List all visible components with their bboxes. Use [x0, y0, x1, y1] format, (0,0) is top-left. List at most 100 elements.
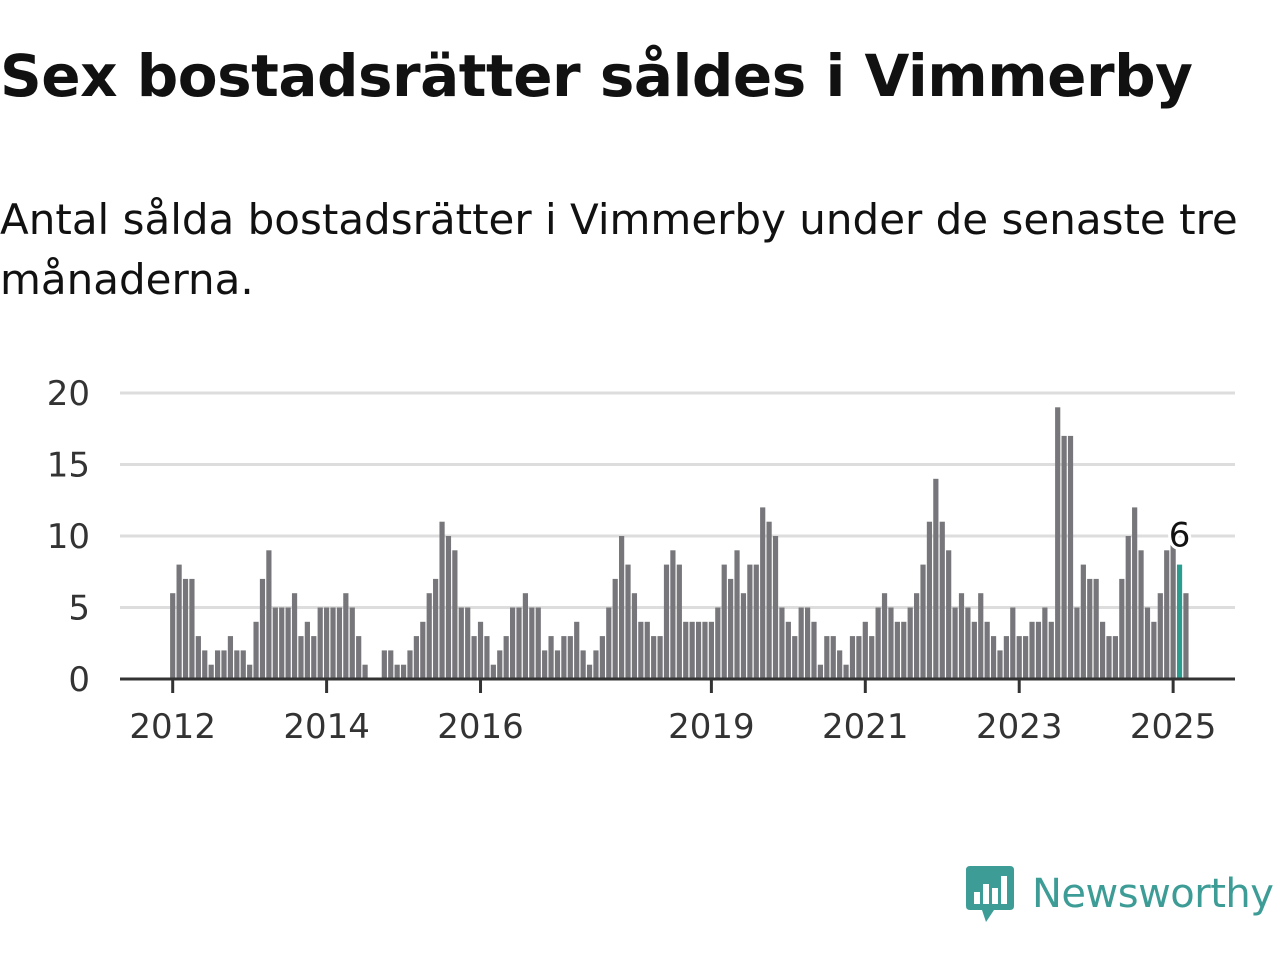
- bar: [888, 607, 894, 679]
- bar: [1067, 435, 1074, 679]
- bar: [548, 636, 554, 679]
- bar: [1029, 621, 1035, 679]
- bar: [189, 578, 195, 679]
- bar: [234, 650, 240, 679]
- x-tick-label: 2023: [976, 707, 1063, 747]
- bar: [792, 636, 798, 679]
- bar: [407, 650, 413, 679]
- bar: [1112, 636, 1119, 679]
- bar: [349, 607, 355, 679]
- bar: [413, 636, 419, 679]
- bar: [965, 607, 971, 679]
- bar: [458, 607, 464, 679]
- bar-highlight: [1176, 564, 1183, 679]
- bar: [509, 607, 516, 679]
- bar: [1055, 407, 1061, 679]
- bar: [1183, 593, 1189, 679]
- bar: [176, 564, 182, 679]
- bar: [689, 621, 695, 679]
- bar: [1164, 550, 1170, 679]
- bar: [1093, 578, 1099, 679]
- bar: [881, 593, 888, 679]
- bar: [747, 564, 753, 679]
- bar: [817, 664, 824, 679]
- bar: [490, 664, 496, 679]
- bar: [586, 664, 593, 679]
- bar: [285, 607, 291, 679]
- bar: [798, 607, 804, 679]
- y-tick-label: 20: [47, 374, 90, 414]
- bar: [760, 507, 766, 679]
- data-labels: 6: [1166, 513, 1194, 559]
- x-tick-label: 2014: [283, 707, 370, 747]
- bar: [1132, 507, 1138, 679]
- bar: [683, 621, 689, 679]
- bar: [869, 636, 875, 679]
- bar: [663, 564, 670, 679]
- bar: [311, 636, 317, 679]
- bar: [1119, 578, 1125, 679]
- bar: [651, 636, 657, 679]
- bar: [266, 550, 272, 679]
- bar: [862, 621, 868, 679]
- bar: [952, 607, 958, 679]
- bar: [593, 650, 599, 679]
- bar: [631, 593, 638, 679]
- bar: [324, 607, 330, 679]
- bar: [574, 621, 580, 679]
- bar: [497, 650, 503, 679]
- bar: [394, 664, 400, 679]
- bar: [997, 650, 1003, 679]
- bar: [907, 607, 913, 679]
- bar: [644, 621, 650, 679]
- bar: [465, 607, 471, 679]
- bar: [381, 650, 387, 679]
- bar: [958, 593, 965, 679]
- bar: [400, 664, 407, 679]
- bar-chart: 0 5 10 15 20 2012 2014 2016 2019 2021 2023 2025 6: [47, 374, 1235, 747]
- bar: [753, 564, 759, 679]
- bar: [920, 564, 926, 679]
- bar: [875, 607, 881, 679]
- bar: [503, 636, 509, 679]
- bars: [170, 407, 1189, 679]
- bar: [657, 636, 663, 679]
- y-axis-ticks: 0 5 10 15 20: [47, 374, 90, 700]
- bar: [471, 636, 477, 679]
- bar: [1087, 578, 1093, 679]
- bar: [1023, 636, 1029, 679]
- bar: [554, 650, 561, 679]
- bar: [772, 536, 779, 679]
- bar: [356, 636, 362, 679]
- bar: [298, 636, 304, 679]
- bar: [901, 621, 907, 679]
- bar: [856, 636, 862, 679]
- bar: [362, 664, 368, 679]
- bar: [1138, 550, 1144, 679]
- bar: [625, 564, 631, 679]
- bar: [182, 578, 189, 679]
- x-axis-ticks: 2012 2014 2016 2019 2021 2023 2025: [129, 679, 1216, 747]
- bar: [202, 650, 208, 679]
- bar: [946, 550, 952, 679]
- bar: [914, 593, 920, 679]
- bar: [1035, 621, 1042, 679]
- y-tick-label: 15: [47, 446, 90, 486]
- x-tick-label: 2012: [129, 707, 216, 747]
- bar: [221, 650, 227, 679]
- bar: [1144, 607, 1151, 679]
- bar: [837, 650, 843, 679]
- newsworthy-logo-icon: [966, 866, 1014, 922]
- bar: [849, 636, 856, 679]
- bar: [734, 550, 740, 679]
- bar: [830, 636, 836, 679]
- bar: [715, 607, 721, 679]
- bar: [990, 636, 997, 679]
- bar: [1157, 593, 1163, 679]
- bar: [439, 521, 445, 679]
- bar: [304, 621, 310, 679]
- bar: [894, 621, 900, 679]
- bar: [567, 636, 573, 679]
- x-tick-label: 2021: [822, 707, 909, 747]
- bar: [561, 636, 567, 679]
